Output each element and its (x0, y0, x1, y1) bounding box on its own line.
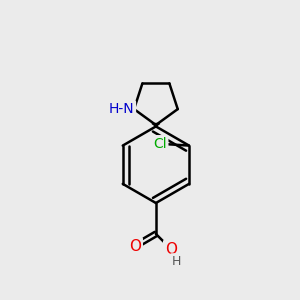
Text: H: H (172, 255, 181, 268)
Text: H-N: H-N (108, 102, 134, 116)
Polygon shape (152, 124, 160, 126)
Text: O: O (129, 239, 141, 254)
Text: Cl: Cl (153, 137, 166, 151)
Text: O: O (165, 242, 177, 257)
